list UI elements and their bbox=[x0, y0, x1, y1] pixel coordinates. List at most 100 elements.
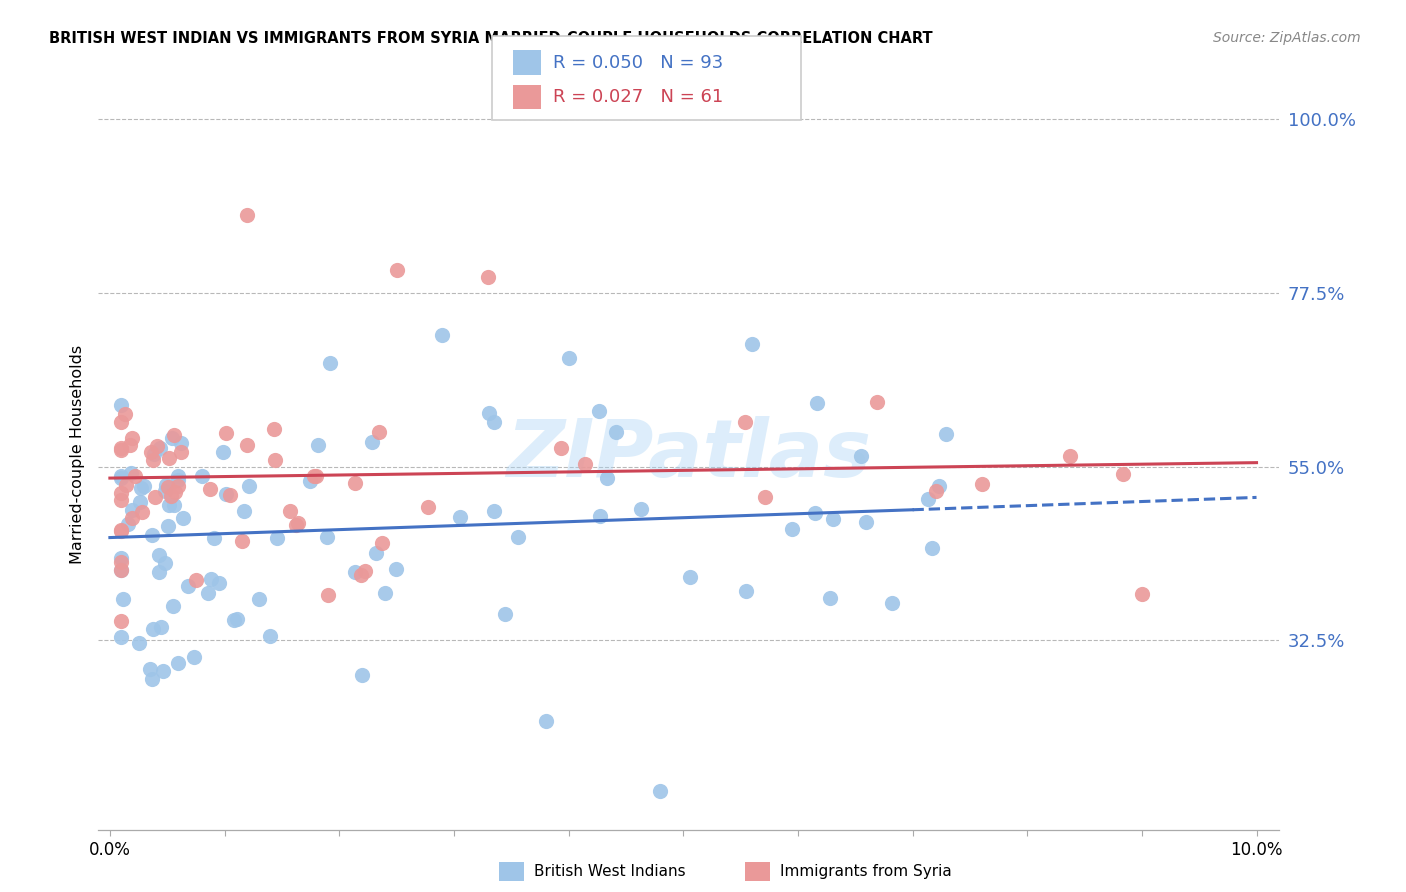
Point bbox=[630, 502, 652, 516]
Point bbox=[215, 425, 238, 440]
Point bbox=[925, 484, 948, 499]
Point bbox=[128, 495, 150, 509]
Text: Source: ZipAtlas.com: Source: ZipAtlas.com bbox=[1213, 31, 1361, 45]
Point bbox=[110, 523, 132, 537]
Point bbox=[316, 588, 339, 602]
Point bbox=[650, 784, 672, 798]
Point bbox=[162, 599, 184, 613]
Point bbox=[114, 407, 136, 421]
Point bbox=[350, 568, 373, 582]
Point bbox=[1059, 449, 1081, 463]
Point bbox=[222, 613, 245, 627]
Point bbox=[142, 447, 165, 461]
Point bbox=[741, 336, 763, 351]
Point bbox=[191, 469, 214, 483]
Point bbox=[167, 473, 190, 487]
Point bbox=[118, 438, 141, 452]
Point bbox=[344, 565, 367, 579]
Point bbox=[149, 441, 172, 455]
Point bbox=[110, 443, 132, 458]
Point bbox=[588, 404, 610, 418]
Point bbox=[236, 438, 259, 452]
Point bbox=[1112, 467, 1135, 481]
Point bbox=[149, 620, 172, 634]
Point bbox=[157, 451, 180, 466]
Y-axis label: Married-couple Households: Married-couple Households bbox=[69, 345, 84, 565]
Point bbox=[219, 488, 242, 502]
Point bbox=[818, 591, 841, 605]
Point bbox=[821, 512, 844, 526]
Point bbox=[148, 548, 170, 562]
Point bbox=[231, 534, 253, 549]
Point bbox=[160, 489, 183, 503]
Point bbox=[117, 517, 139, 532]
Point bbox=[183, 650, 205, 665]
Point bbox=[477, 270, 499, 285]
Point bbox=[110, 493, 132, 508]
Point bbox=[734, 415, 756, 429]
Point bbox=[418, 500, 440, 514]
Point bbox=[110, 550, 132, 565]
Point bbox=[264, 453, 287, 467]
Point bbox=[307, 438, 329, 452]
Point bbox=[121, 503, 143, 517]
Point bbox=[142, 453, 165, 467]
Point bbox=[385, 262, 408, 277]
Point bbox=[198, 483, 221, 497]
Point bbox=[115, 477, 138, 491]
Point bbox=[344, 475, 367, 490]
Point bbox=[212, 445, 235, 459]
Point bbox=[110, 486, 132, 500]
Point bbox=[508, 530, 530, 544]
Point bbox=[278, 504, 301, 518]
Point bbox=[780, 522, 803, 536]
Point bbox=[226, 612, 249, 626]
Point bbox=[121, 510, 143, 524]
Point bbox=[928, 479, 950, 493]
Point bbox=[167, 479, 190, 493]
Point bbox=[352, 668, 374, 682]
Point bbox=[215, 487, 238, 501]
Text: Immigrants from Syria: Immigrants from Syria bbox=[780, 864, 952, 879]
Point bbox=[302, 469, 325, 483]
Point bbox=[882, 596, 904, 610]
Point bbox=[263, 422, 285, 436]
Point bbox=[157, 498, 180, 512]
Point bbox=[484, 415, 506, 429]
Point bbox=[298, 474, 321, 488]
Point bbox=[233, 503, 256, 517]
Point bbox=[131, 505, 153, 519]
Point bbox=[163, 484, 186, 499]
Point bbox=[110, 630, 132, 644]
Point bbox=[152, 664, 174, 678]
Point bbox=[316, 530, 339, 544]
Point bbox=[935, 427, 957, 442]
Point bbox=[368, 425, 391, 439]
Point bbox=[121, 431, 143, 445]
Point bbox=[155, 478, 177, 492]
Point bbox=[589, 508, 612, 523]
Point bbox=[111, 592, 134, 607]
Point bbox=[855, 515, 877, 529]
Point bbox=[494, 607, 516, 622]
Point bbox=[259, 630, 281, 644]
Point bbox=[120, 466, 142, 480]
Point bbox=[806, 396, 828, 410]
Point bbox=[163, 428, 186, 442]
Point bbox=[364, 546, 387, 560]
Point bbox=[167, 468, 190, 483]
Point bbox=[153, 484, 176, 499]
Point bbox=[361, 435, 384, 450]
Point bbox=[160, 431, 183, 445]
Point bbox=[287, 516, 309, 531]
Point bbox=[754, 491, 776, 505]
Point bbox=[110, 399, 132, 413]
Point bbox=[170, 444, 193, 458]
Point bbox=[384, 562, 406, 576]
Point bbox=[110, 415, 132, 429]
Point bbox=[157, 480, 180, 494]
Point bbox=[134, 479, 156, 493]
Point bbox=[141, 528, 163, 542]
Point bbox=[110, 555, 132, 569]
Point bbox=[128, 635, 150, 649]
